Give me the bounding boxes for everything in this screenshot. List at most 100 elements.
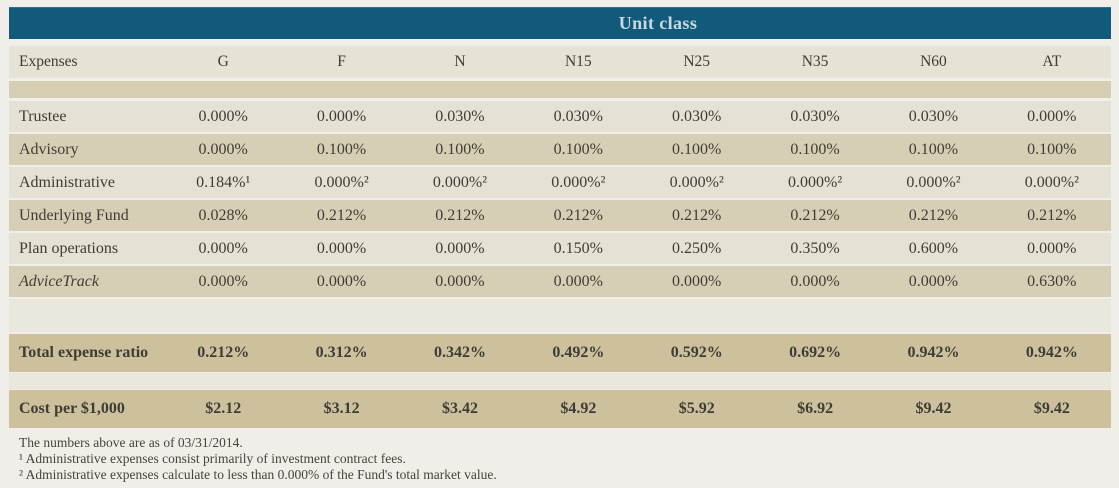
cell-value: 0.000% <box>435 272 485 290</box>
footnote: ¹ Administrative expenses consist primar… <box>19 451 406 466</box>
column-header-N15: N15 <box>564 53 592 70</box>
cell-value: 0.000% <box>908 272 959 290</box>
cell-value: 0.000%² <box>314 173 369 191</box>
cell-value: 0.100% <box>1027 140 1077 158</box>
expense-rows: Trustee 0.000% 0.000% 0.030% 0.030% 0.030% 0.0… <box>9 101 1111 297</box>
cell-value: 0.000% <box>198 239 248 257</box>
column-header-row: Expenses G F N N15 N25 N35 N60 AT <box>9 46 1111 78</box>
cell-value: 0.028% <box>198 206 248 224</box>
cell-value: 0.000% <box>1027 107 1077 125</box>
table-row: Administrative 0.184%¹ 0.000%² 0.000%² 0.000… <box>9 167 1111 198</box>
cell-value: 0.100% <box>672 140 722 158</box>
row-label: Plan operations <box>19 239 119 257</box>
table-title: Unit class <box>618 13 698 33</box>
cell-value: 0.100% <box>316 140 367 158</box>
cell-value: 0.212% <box>1027 206 1077 224</box>
cell-value: $3.42 <box>441 400 478 417</box>
cell-value: 0.100% <box>553 140 603 158</box>
cell-value: 0.000%² <box>906 173 961 191</box>
cell-value: 0.000%² <box>1024 173 1079 191</box>
total-expense-ratio-row: Total expense ratio 0.212% 0.312% 0.342% 0.4… <box>9 334 1111 372</box>
column-header-F: F <box>337 53 346 70</box>
cell-value: 0.592% <box>670 344 723 361</box>
column-header-G: G <box>217 53 229 70</box>
cell-value: 0.000% <box>316 107 367 125</box>
cell-value: 0.212% <box>672 206 722 224</box>
cell-value: 0.312% <box>315 344 368 361</box>
section-spacer <box>9 299 1111 332</box>
row-label: Advisory <box>19 140 79 158</box>
cell-value: 0.000% <box>435 239 485 257</box>
cell-value: 0.000%² <box>669 173 724 191</box>
row-label: Total expense ratio <box>19 344 149 361</box>
cell-value: 0.000%² <box>551 173 606 191</box>
separator-band <box>9 81 1111 98</box>
cell-value: 0.212% <box>553 206 603 224</box>
cell-value: 0.600% <box>908 239 959 257</box>
cell-value: 0.030% <box>672 107 722 125</box>
cell-value: $2.12 <box>205 400 242 417</box>
cell-value: 0.342% <box>433 344 486 361</box>
table-row: Underlying Fund 0.028% 0.212% 0.212% 0.212% 0… <box>9 200 1111 231</box>
table-row: Advisory 0.000% 0.100% 0.100% 0.100% 0.100% 0.… <box>9 134 1111 165</box>
column-header-N: N <box>454 53 466 70</box>
footnotes: The numbers above are as of 03/31/2014. ¹… <box>9 435 1111 483</box>
cell-value: 0.212% <box>316 206 367 224</box>
column-header-N25: N25 <box>683 53 711 70</box>
cell-value: $9.42 <box>1033 400 1070 417</box>
cell-value: 0.000% <box>316 239 367 257</box>
row-label: Administrative <box>19 173 115 191</box>
cell-value: 0.000% <box>198 140 248 158</box>
cell-value: 0.942% <box>1025 344 1078 361</box>
cell-value: 0.000% <box>198 272 248 290</box>
cell-value: 0.100% <box>908 140 959 158</box>
cell-value: 0.350% <box>790 239 840 257</box>
column-header-N35: N35 <box>801 53 829 70</box>
cell-value: 0.100% <box>435 140 485 158</box>
cell-value: 0.212% <box>435 206 485 224</box>
cell-value: 0.492% <box>552 344 605 361</box>
cell-value: 0.212% <box>790 206 840 224</box>
cell-value: 0.942% <box>907 344 960 361</box>
row-label: Cost per $1,000 <box>19 400 125 417</box>
cost-per-1000-row: Cost per $1,000 $2.12 $3.12 $3.42 $4.92 $5.92… <box>9 390 1111 428</box>
cell-value: 0.184%¹ <box>196 173 251 191</box>
cell-value: 0.000% <box>553 272 603 290</box>
cell-value: 0.150% <box>553 239 603 257</box>
cell-value: $5.92 <box>678 400 715 417</box>
cell-value: 0.000% <box>1027 239 1077 257</box>
row-label: Trustee <box>19 107 67 125</box>
cell-value: 0.000%² <box>432 173 487 191</box>
cell-value: 0.030% <box>435 107 485 125</box>
column-header-N60: N60 <box>920 53 947 70</box>
cell-value: 0.000% <box>672 272 722 290</box>
column-header-AT: AT <box>1042 53 1062 70</box>
cell-value: 0.100% <box>790 140 840 158</box>
cell-value: 0.630% <box>1027 272 1077 290</box>
cell-value: 0.250% <box>672 239 722 257</box>
cell-value: 0.000%² <box>788 173 843 191</box>
table-row: Trustee 0.000% 0.000% 0.030% 0.030% 0.030% 0.0… <box>9 101 1111 132</box>
row-label: Underlying Fund <box>19 206 129 224</box>
expenses-column-header: Expenses <box>19 53 78 70</box>
cell-value: 0.000% <box>316 272 367 290</box>
cell-value: 0.692% <box>789 344 842 361</box>
table-row: Plan operations 0.000% 0.000% 0.000% 0.150% 0… <box>9 233 1111 264</box>
cell-value: $6.92 <box>797 400 834 417</box>
cell-value: 0.000% <box>790 272 840 290</box>
table-row: AdviceTrack 0.000% 0.000% 0.000% 0.000% 0.000… <box>9 266 1111 297</box>
cell-value: 0.212% <box>197 344 250 361</box>
footnote: ² Administrative expenses calculate to l… <box>19 467 497 482</box>
cell-value: $4.92 <box>560 400 597 417</box>
section-spacer <box>9 373 1111 389</box>
cell-value: 0.030% <box>553 107 603 125</box>
cell-value: $3.12 <box>323 400 360 417</box>
unit-class-header-bar: Unit class <box>9 7 1111 39</box>
cell-value: 0.030% <box>908 107 959 125</box>
footnote: The numbers above are as of 03/31/2014. <box>19 435 243 450</box>
cell-value: 0.000% <box>198 107 248 125</box>
cell-value: 0.212% <box>908 206 959 224</box>
cell-value: $9.42 <box>915 400 952 417</box>
row-label: AdviceTrack <box>19 272 99 290</box>
